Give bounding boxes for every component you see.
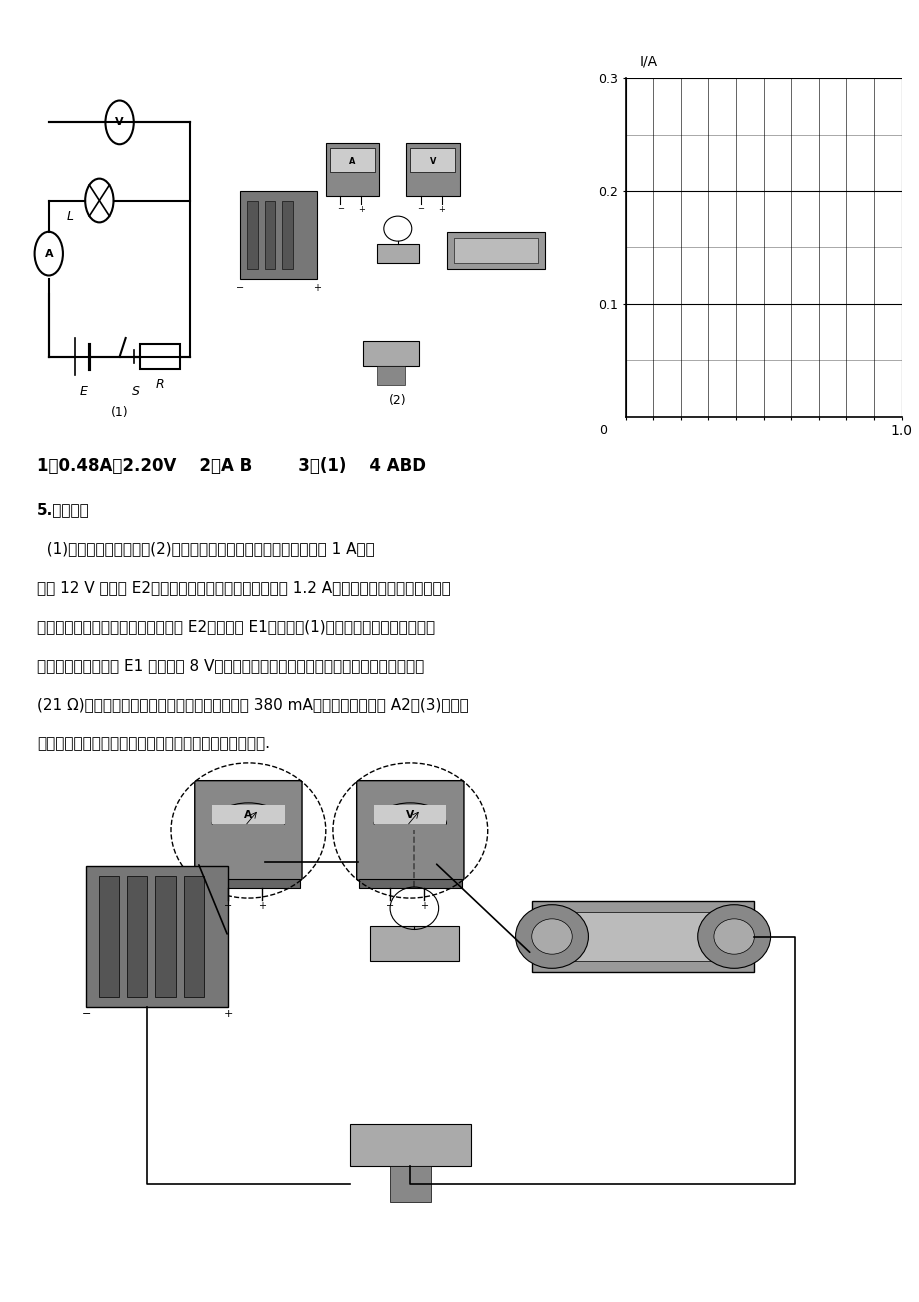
Circle shape: [531, 919, 572, 954]
Bar: [410, 148, 455, 172]
Text: +: +: [223, 1009, 233, 1019]
Bar: [390, 1167, 430, 1202]
Text: 1．0.48A，2.20V    2．A B        3．(1)    4 ABD: 1．0.48A，2.20V 2．A B 3．(1) 4 ABD: [37, 457, 425, 475]
Text: −: −: [82, 1009, 91, 1019]
Text: −: −: [385, 901, 393, 910]
Text: V: V: [429, 156, 436, 165]
Text: −: −: [417, 204, 424, 214]
Text: +: +: [313, 283, 321, 293]
Text: I/A: I/A: [639, 55, 657, 68]
Text: +: +: [420, 901, 427, 910]
Text: (1)实物连线如图所示；(2)由于滑动变阻器允许通过的最大电流为 1 A，如: (1)实物连线如图所示；(2)由于滑动变阻器允许通过的最大电流为 1 A，如: [37, 542, 374, 556]
Bar: [247, 201, 257, 270]
Bar: [377, 245, 418, 263]
Bar: [184, 876, 204, 996]
Bar: [140, 344, 180, 370]
Bar: [212, 805, 284, 824]
Bar: [405, 143, 459, 195]
Bar: [369, 926, 459, 961]
Bar: [543, 911, 742, 961]
Bar: [447, 232, 544, 270]
Text: S: S: [131, 384, 140, 397]
Circle shape: [515, 905, 588, 969]
Bar: [374, 805, 446, 824]
Text: (1): (1): [110, 406, 129, 419]
Bar: [349, 1124, 471, 1167]
Text: (2): (2): [389, 395, 406, 408]
Bar: [325, 143, 379, 195]
Text: −: −: [336, 204, 344, 214]
Text: A: A: [244, 810, 252, 820]
FancyBboxPatch shape: [357, 781, 463, 880]
Text: 的最大电压值为电源 E1 的电动势 8 V、而测量电路的总电阻不超过灯泡正常发光时的电阻: 的最大电压值为电源 E1 的电动势 8 V、而测量电路的总电阻不超过灯泡正常发光…: [37, 659, 424, 673]
Text: A: A: [349, 156, 355, 165]
Text: −: −: [223, 901, 232, 910]
Text: A: A: [44, 249, 53, 259]
Bar: [377, 366, 404, 385]
Text: +: +: [437, 204, 445, 214]
Text: 0: 0: [599, 423, 607, 436]
Bar: [362, 341, 418, 366]
Text: V: V: [115, 117, 124, 128]
Bar: [127, 876, 147, 996]
FancyBboxPatch shape: [195, 781, 301, 880]
Bar: [531, 901, 754, 971]
Bar: [453, 238, 537, 263]
Circle shape: [713, 919, 754, 954]
Bar: [265, 201, 275, 270]
Circle shape: [697, 905, 770, 969]
Text: 果用 12 V 的电源 E2，则通过滑动变阻器的最大电流为 1.2 A，这个数值超过了滑动变阻器: 果用 12 V 的电源 E2，则通过滑动变阻器的最大电流为 1.2 A，这个数值…: [37, 581, 450, 595]
Text: L: L: [67, 210, 74, 223]
Bar: [330, 148, 374, 172]
Bar: [282, 201, 292, 270]
Text: 允许通过的最大电流，故电源不能选 E2，只能选 E1；由题图(1)可知加在测量部分电路两端: 允许通过的最大电流，故电源不能选 E2，只能选 E1；由题图(1)可知加在测量部…: [37, 620, 435, 634]
Bar: [86, 866, 228, 1008]
Text: +: +: [357, 204, 364, 214]
Text: 5.【解析】: 5.【解析】: [37, 503, 89, 517]
Bar: [240, 191, 317, 279]
Text: 测量数据描点，将所描各点用平滑线连成曲线，如图所示.: 测量数据描点，将所描各点用平滑线连成曲线，如图所示.: [37, 737, 269, 751]
Bar: [98, 876, 119, 996]
Text: R: R: [155, 379, 165, 392]
Text: (21 Ω)，由此可得到通过电流表的电流最大值为 380 mA，因此电流表应选 A2；(3)按表中: (21 Ω)，由此可得到通过电流表的电流最大值为 380 mA，因此电流表应选 …: [37, 698, 468, 712]
Text: V: V: [406, 810, 414, 820]
Text: +: +: [258, 901, 266, 910]
Text: E: E: [79, 384, 87, 397]
Text: −: −: [236, 283, 244, 293]
Bar: [155, 876, 176, 996]
Bar: [197, 879, 300, 888]
Bar: [358, 879, 461, 888]
